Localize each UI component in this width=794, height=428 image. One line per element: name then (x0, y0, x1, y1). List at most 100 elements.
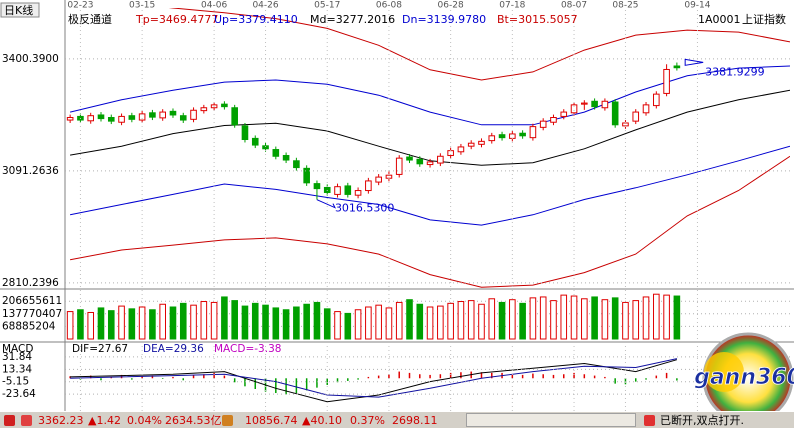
status-value: 0.37% (350, 414, 385, 427)
volume-bar (354, 309, 362, 340)
x-tick-label: 09-14 (684, 1, 710, 11)
volume-bar (509, 299, 516, 340)
volume-bar (149, 309, 156, 340)
annotation-pointer (316, 199, 337, 209)
volume-bar (632, 300, 640, 340)
volume-bar (426, 306, 434, 340)
legend-entry: Md=3277.2016 (310, 13, 395, 26)
candle-body (282, 155, 290, 161)
volume-bar (190, 304, 197, 340)
volume-bar (251, 302, 259, 340)
candle-body (653, 93, 660, 107)
y-tick-label: 3091.2636 (2, 165, 59, 177)
status-value: 2698.11 (392, 414, 438, 427)
candle-body (323, 186, 331, 193)
symbol-name: 上证指数 (742, 12, 786, 26)
candle-body (221, 103, 228, 108)
legend-entry: DEA=29.36 (143, 343, 204, 355)
x-tick-label: 08-07 (561, 1, 587, 11)
candle-body (313, 183, 321, 190)
candle-body (159, 111, 166, 119)
candle-body (128, 115, 136, 120)
volume-bar (323, 308, 331, 340)
symbol-code: 1A0001 (698, 13, 741, 26)
status-message: 已断开,双点打开. (660, 414, 744, 427)
annotation-pointer (684, 58, 704, 66)
y-tick-label: -5.15 (2, 376, 29, 388)
candle-body (66, 117, 74, 121)
y-tick-label: 2810.2396 (2, 277, 59, 289)
status-bar: 3362.23 ▲1.42 0.04% 2634.53亿 10856.74 ▲40.10 0… (0, 411, 794, 428)
period[interactable]: 日K线 (4, 3, 33, 17)
volume-bar (118, 305, 125, 340)
candle-body (190, 109, 197, 120)
legend-entry: Up=3379.4110 (214, 13, 298, 26)
candle-body (375, 176, 382, 183)
scrollbar[interactable] (466, 413, 636, 427)
period-box[interactable] (0, 2, 40, 18)
volume-bar (293, 306, 300, 340)
volume-bar (581, 298, 588, 340)
candle-body (529, 126, 537, 139)
candle-body (200, 107, 208, 112)
legend-entry: Dn=3139.9780 (402, 13, 486, 26)
y-tick-label: 206655611 (2, 295, 62, 307)
volume-bar (77, 309, 84, 340)
volume-bar (375, 304, 382, 340)
status-value: ▲40.10 (302, 414, 342, 427)
status-icon[interactable] (644, 415, 655, 426)
legend-entry: Tp=3469.4777 (135, 13, 218, 26)
status-icon[interactable] (21, 415, 32, 426)
volume-bar (344, 312, 352, 340)
candle-body (241, 125, 249, 141)
volume-bar (241, 305, 249, 340)
status-value: 3362.23 (38, 414, 84, 427)
band-line (70, 145, 790, 226)
candle-body (642, 104, 650, 114)
candle-body (591, 100, 598, 108)
volume-bar (488, 298, 496, 340)
candle-body (406, 156, 413, 161)
volume-bar (673, 295, 681, 340)
volume-bar (334, 311, 341, 340)
candle-body (87, 115, 95, 122)
y-tick-label: 68885204 (2, 320, 56, 332)
volume-bar (601, 299, 609, 340)
volume-bar (138, 306, 146, 340)
x-tick-label: 03-15 (129, 1, 155, 11)
volume-bar (97, 307, 105, 340)
volume-bar (282, 309, 290, 340)
volume-bar (519, 302, 526, 340)
candle-body (478, 140, 485, 145)
volume-bar (529, 297, 537, 340)
y-tick-label: 31.84 (2, 351, 32, 363)
candle-body (467, 142, 475, 147)
annotation: 3381.9299 (705, 65, 765, 78)
status-icon[interactable] (222, 415, 233, 426)
candle-body (632, 111, 640, 122)
logo-inner (704, 352, 744, 392)
candle-body (354, 190, 362, 196)
y-tick-label: 137770407 (2, 308, 62, 320)
y-tick-label: 3400.3900 (2, 53, 59, 65)
volume-bar (200, 301, 208, 340)
candle-body (457, 146, 465, 153)
candle-body (179, 115, 187, 121)
legend-entry: MACD=-3.38 (214, 343, 281, 355)
volume-bar (107, 310, 115, 340)
x-tick-label: 06-28 (438, 1, 464, 11)
status-value: ▲1.42 (88, 414, 121, 427)
volume-bar (169, 306, 177, 340)
volume-bar (498, 301, 506, 340)
x-tick-label: 07-18 (499, 1, 525, 11)
volume-bar (179, 302, 187, 340)
legend-entry: DIF=27.67 (72, 343, 128, 355)
candle-body (118, 115, 125, 123)
status-value: 0.04% (127, 414, 162, 427)
candle-body (550, 117, 557, 123)
band-line (70, 155, 790, 288)
volume-bar (457, 301, 465, 340)
band-line (168, 8, 790, 81)
volume-bar (385, 307, 393, 340)
